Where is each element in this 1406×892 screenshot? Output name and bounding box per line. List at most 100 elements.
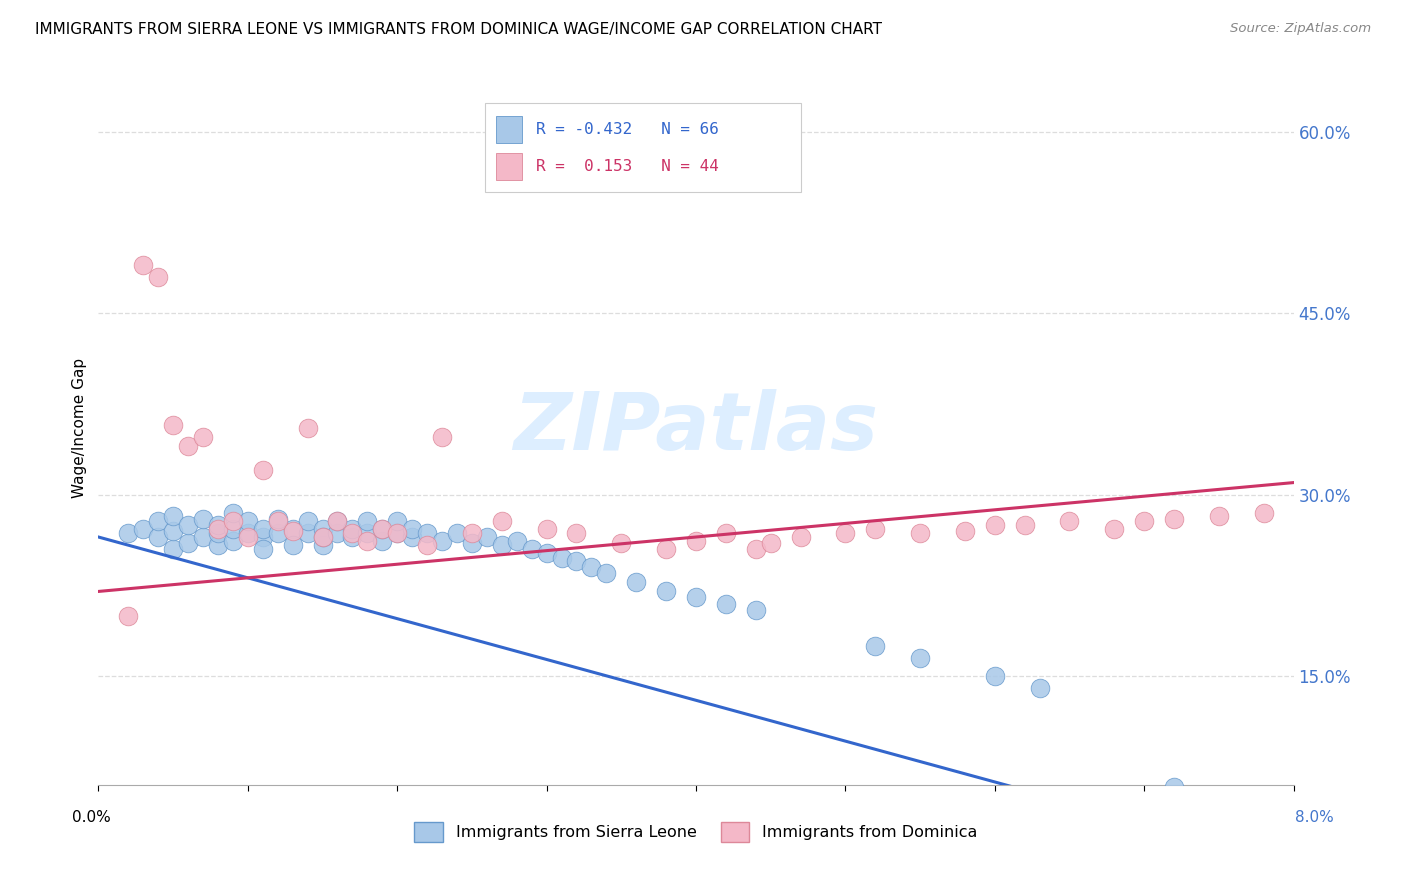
Point (117, 608, 139, 623)
Point (371, 522, 394, 536)
Point (401, 530, 423, 544)
Point (475, 530, 498, 544)
Point (148, 270, 170, 285)
Point (342, 530, 364, 544)
Point (371, 522, 394, 536)
Point (326, 514, 349, 528)
Text: 8.0%: 8.0% (1295, 811, 1334, 825)
Point (371, 533, 394, 548)
Point (984, 669, 1007, 683)
Point (148, 530, 170, 544)
Point (162, 524, 184, 538)
Point (281, 524, 304, 538)
Point (311, 530, 333, 544)
Point (1028, 681, 1050, 696)
Point (342, 526, 364, 541)
Y-axis label: Wage/Income Gap: Wage/Income Gap (72, 358, 87, 499)
Point (655, 584, 678, 599)
Point (356, 526, 378, 541)
Point (297, 421, 319, 435)
Point (207, 539, 229, 553)
Point (416, 539, 439, 553)
Legend: Immigrants from Sierra Leone, Immigrants from Dominica: Immigrants from Sierra Leone, Immigrants… (408, 816, 984, 848)
Point (385, 514, 409, 528)
Point (207, 526, 229, 541)
Point (236, 530, 259, 544)
Point (297, 526, 319, 541)
Text: 0.0%: 0.0% (72, 811, 111, 825)
Point (685, 533, 707, 548)
Point (191, 512, 214, 526)
Point (207, 517, 229, 532)
Point (267, 512, 290, 526)
Point (177, 536, 200, 550)
Point (1059, 514, 1081, 528)
Point (789, 530, 811, 544)
Point (536, 522, 558, 536)
Point (1104, 522, 1126, 536)
Text: Source: ZipAtlas.com: Source: ZipAtlas.com (1230, 22, 1371, 36)
Point (356, 514, 378, 528)
Point (953, 524, 976, 538)
Point (865, 522, 887, 536)
Point (491, 539, 513, 553)
Text: IMMIGRANTS FROM SIERRA LEONE VS IMMIGRANTS FROM DOMINICA WAGE/INCOME GAP CORRELA: IMMIGRANTS FROM SIERRA LEONE VS IMMIGRAN… (35, 22, 882, 37)
Point (252, 542, 274, 557)
Point (581, 560, 603, 574)
Point (1014, 517, 1036, 532)
Point (984, 517, 1007, 532)
Point (1133, 514, 1156, 528)
Point (655, 542, 678, 557)
Point (177, 517, 200, 532)
Point (267, 526, 290, 541)
Point (610, 536, 633, 550)
Point (132, 522, 155, 536)
Point (908, 526, 931, 541)
Point (252, 530, 274, 544)
Point (207, 522, 229, 536)
Point (117, 526, 139, 541)
Point (222, 533, 245, 548)
Point (222, 514, 245, 528)
Point (267, 514, 290, 528)
Point (326, 526, 349, 541)
Point (281, 522, 304, 536)
Point (834, 526, 856, 541)
Text: R = -0.432   N = 66: R = -0.432 N = 66 (536, 122, 718, 136)
Point (222, 522, 245, 536)
Point (177, 439, 200, 453)
Point (281, 539, 304, 553)
Point (311, 530, 333, 544)
Point (461, 536, 484, 550)
Point (1208, 509, 1230, 524)
Point (1163, 780, 1185, 795)
Point (430, 533, 453, 548)
Point (745, 602, 768, 616)
Point (865, 639, 887, 653)
Point (236, 514, 259, 528)
Point (162, 417, 184, 432)
Point (685, 591, 707, 605)
Point (908, 651, 931, 665)
Point (550, 550, 572, 565)
Point (595, 566, 617, 581)
Point (506, 533, 529, 548)
Point (148, 514, 170, 528)
Point (191, 429, 214, 443)
Point (356, 533, 378, 548)
Point (342, 522, 364, 536)
Point (416, 526, 439, 541)
Point (491, 514, 513, 528)
Point (132, 258, 155, 272)
Point (311, 539, 333, 553)
Point (714, 597, 737, 611)
Point (1253, 506, 1275, 520)
Point (759, 536, 782, 550)
Point (745, 542, 768, 557)
Point (311, 522, 333, 536)
Point (520, 542, 543, 557)
Point (252, 522, 274, 536)
Point (191, 530, 214, 544)
Text: R =  0.153   N = 44: R = 0.153 N = 44 (536, 160, 718, 174)
Point (1163, 512, 1185, 526)
